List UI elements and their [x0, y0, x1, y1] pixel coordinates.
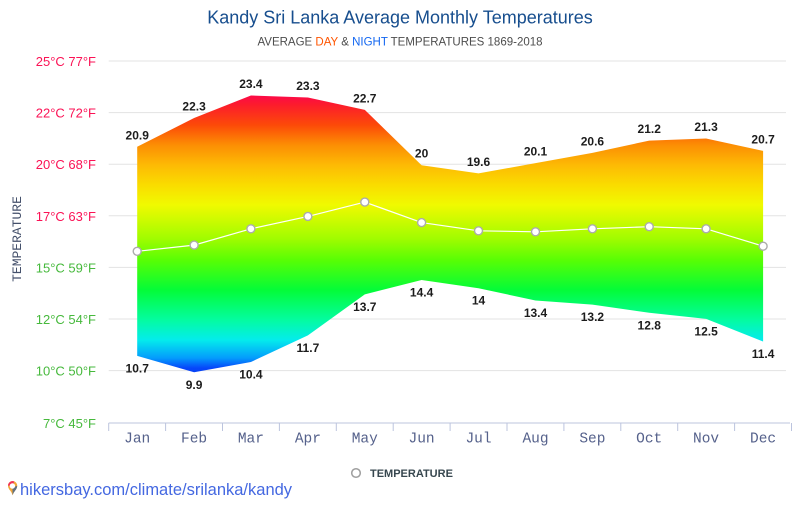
- svg-text:10.4: 10.4: [239, 368, 263, 382]
- svg-text:23.3: 23.3: [296, 79, 320, 93]
- svg-text:11.4: 11.4: [752, 347, 775, 361]
- svg-text:20°C 68°F: 20°C 68°F: [36, 157, 96, 172]
- svg-text:AVERAGE DAY & NIGHT TEMPERATUR: AVERAGE DAY & NIGHT TEMPERATURES 1869-20…: [257, 37, 542, 49]
- svg-text:Aug: Aug: [522, 432, 548, 448]
- svg-text:Mar: Mar: [238, 432, 264, 448]
- svg-text:Jun: Jun: [409, 432, 435, 448]
- svg-text:11.7: 11.7: [297, 341, 320, 355]
- svg-text:12.8: 12.8: [638, 318, 662, 332]
- svg-text:10°C 50°F: 10°C 50°F: [36, 364, 96, 379]
- svg-text:22.3: 22.3: [182, 100, 206, 114]
- svg-text:25°C 77°F: 25°C 77°F: [36, 54, 96, 69]
- svg-text:12.5: 12.5: [694, 324, 718, 338]
- svg-text:10.7: 10.7: [126, 361, 150, 375]
- svg-text:13.4: 13.4: [524, 306, 548, 320]
- svg-text:TEMPERATURE: TEMPERATURE: [10, 196, 25, 282]
- svg-text:21.2: 21.2: [638, 122, 662, 136]
- svg-text:9.9: 9.9: [186, 378, 203, 392]
- svg-text:Dec: Dec: [750, 432, 776, 448]
- svg-text:Jul: Jul: [465, 432, 491, 448]
- svg-text:TEMPERATURE: TEMPERATURE: [370, 468, 453, 480]
- svg-text:17°C 63°F: 17°C 63°F: [36, 209, 96, 224]
- svg-text:22.7: 22.7: [353, 91, 377, 105]
- svg-text:Kandy Sri Lanka Average Monthl: Kandy Sri Lanka Average Monthly Temperat…: [207, 8, 593, 28]
- svg-text:Apr: Apr: [295, 432, 321, 448]
- svg-text:Nov: Nov: [693, 432, 719, 448]
- svg-text:14.4: 14.4: [410, 286, 434, 300]
- svg-text:20.7: 20.7: [751, 132, 775, 146]
- svg-text:Sep: Sep: [579, 432, 605, 448]
- svg-text:22°C 72°F: 22°C 72°F: [36, 106, 96, 121]
- svg-text:hikersbay.com/climate/srilanka: hikersbay.com/climate/srilanka/kandy: [20, 481, 293, 499]
- svg-text:15°C 59°F: 15°C 59°F: [36, 260, 96, 275]
- svg-text:20: 20: [415, 147, 429, 161]
- svg-text:12°C 54°F: 12°C 54°F: [36, 312, 96, 327]
- svg-text:Jan: Jan: [124, 432, 150, 448]
- svg-text:May: May: [352, 432, 378, 448]
- svg-text:20.6: 20.6: [581, 134, 605, 148]
- svg-text:Feb: Feb: [181, 432, 207, 448]
- svg-text:14: 14: [472, 294, 486, 308]
- svg-text:23.4: 23.4: [239, 77, 263, 91]
- svg-text:19.6: 19.6: [467, 155, 491, 169]
- svg-text:20.1: 20.1: [524, 145, 548, 159]
- svg-text:13.2: 13.2: [581, 310, 605, 324]
- svg-text:21.3: 21.3: [694, 120, 718, 134]
- svg-text:Oct: Oct: [636, 432, 662, 448]
- svg-text:13.7: 13.7: [353, 300, 377, 314]
- svg-text:7°C 45°F: 7°C 45°F: [43, 416, 96, 431]
- svg-text:20.9: 20.9: [126, 128, 150, 142]
